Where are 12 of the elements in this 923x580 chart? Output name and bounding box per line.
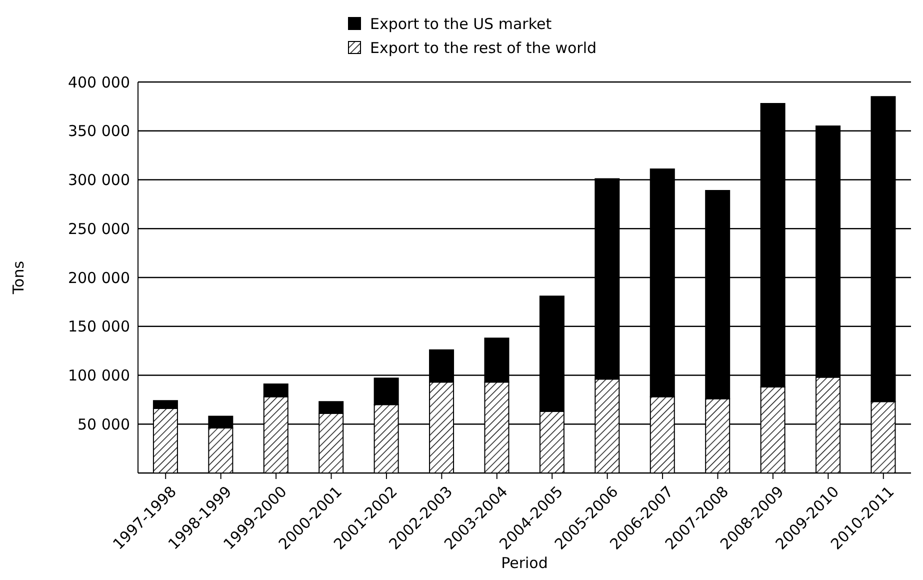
y-tick-label: 200 000 [68, 268, 130, 287]
y-tick-label: 400 000 [68, 73, 130, 92]
y-tick-label: 350 000 [68, 122, 130, 140]
y-tick-label: 150 000 [68, 318, 130, 336]
x-axis-title: Period [501, 554, 548, 572]
y-tick-label: 300 000 [68, 171, 130, 190]
y-tick-label: 100 000 [68, 366, 130, 385]
y-axis-title: Tons [9, 260, 28, 296]
legend-label: Export to the US market [370, 15, 552, 33]
legend-label: Export to the rest of the world [370, 39, 597, 57]
y-tick-label: 250 000 [68, 220, 130, 238]
y-tick-label: 50 000 [78, 415, 130, 434]
